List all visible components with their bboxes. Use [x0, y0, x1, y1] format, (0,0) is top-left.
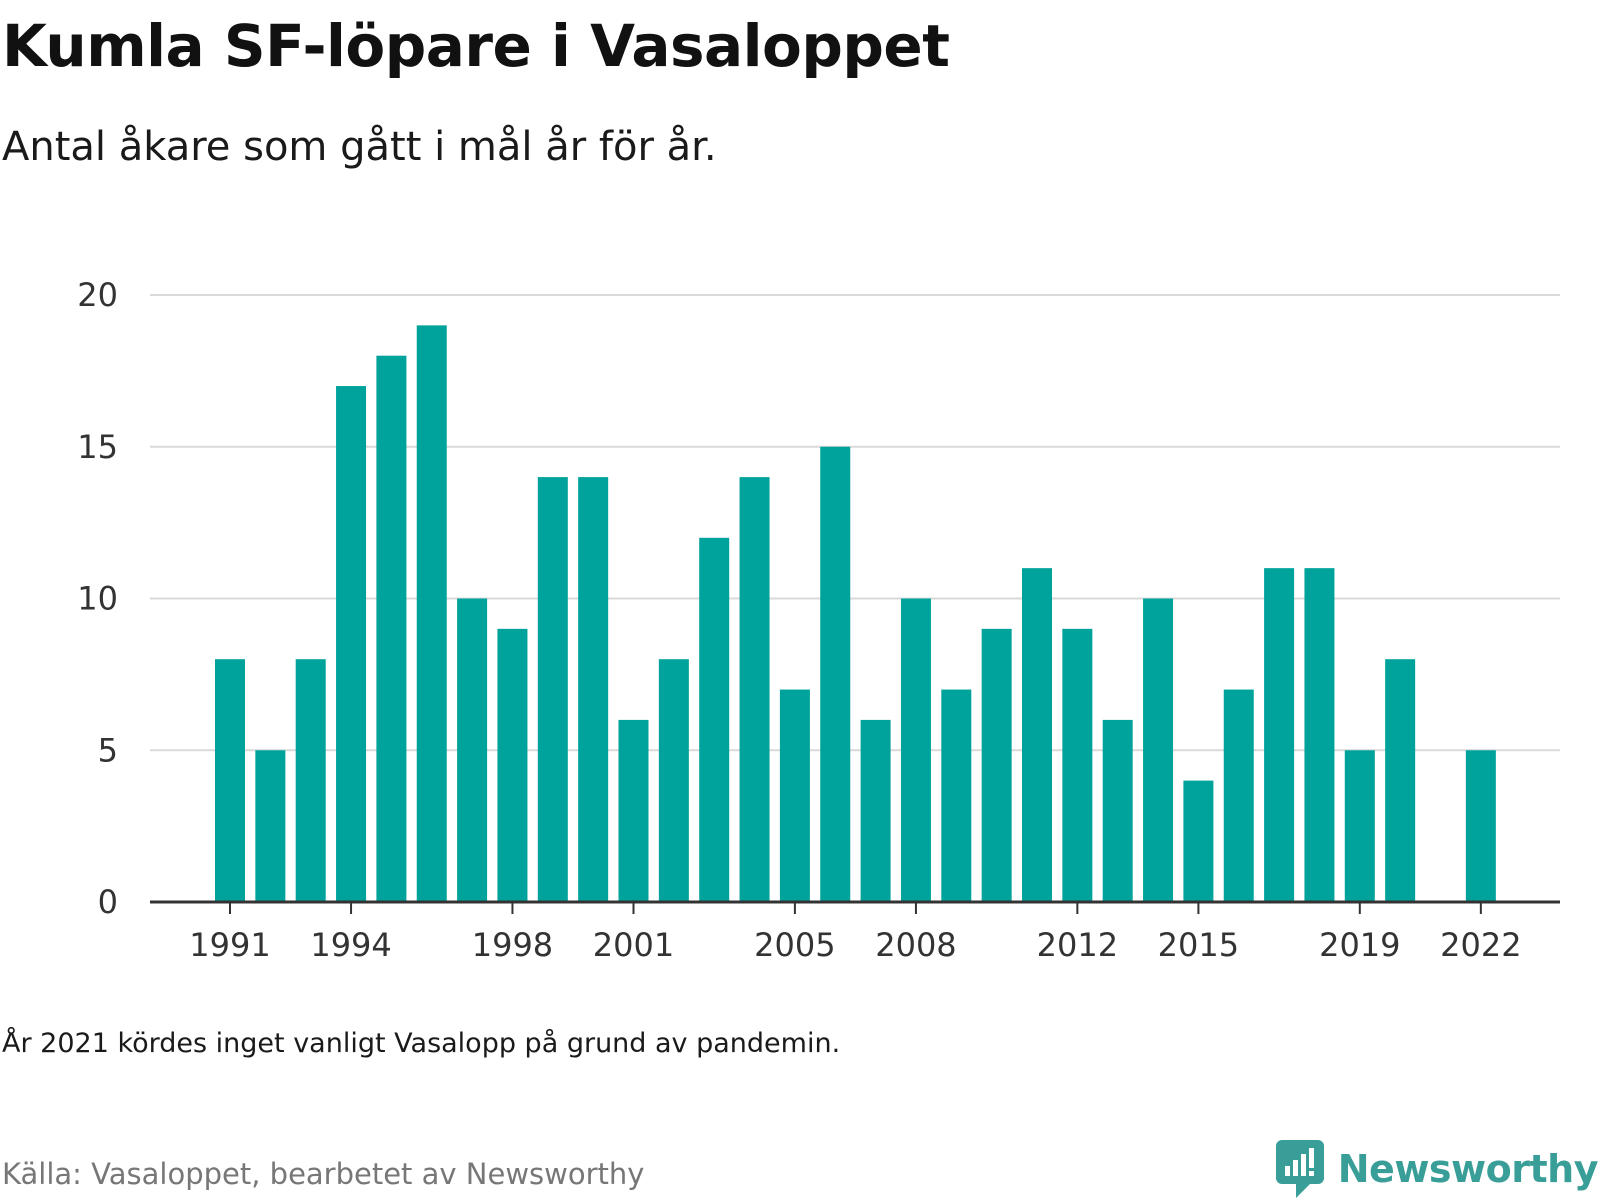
x-tick-label: 1998 — [472, 926, 553, 964]
bar-2017 — [1264, 568, 1295, 902]
newsworthy-logo-icon — [1275, 1140, 1324, 1198]
source-text: Källa: Vasaloppet, bearbetet av Newswort… — [2, 1157, 645, 1191]
bar-1998 — [497, 628, 528, 902]
bar-1997 — [457, 598, 488, 902]
chart-note: År 2021 kördes inget vanligt Vasalopp på… — [2, 1028, 841, 1059]
x-axis-labels: 1991 1994 1998 2001 2005 2008 2012 2015 2019 2022 — [189, 926, 1521, 964]
chart-subtitle: Antal åkare som gått i mål år för år. — [2, 124, 717, 170]
bar-1994 — [336, 386, 367, 902]
bar-2001 — [618, 719, 649, 902]
x-tick-label: 2015 — [1158, 926, 1239, 964]
chart-title: Kumla SF-löpare i Vasaloppet — [2, 12, 950, 80]
y-tick-label: 20 — [77, 276, 118, 314]
bar-2022 — [1465, 750, 1496, 902]
bar-2007 — [860, 719, 891, 902]
bar-2000 — [578, 477, 609, 902]
y-tick-label: 0 — [98, 883, 118, 921]
x-tick-label: 2019 — [1319, 926, 1400, 964]
bar-2008 — [900, 598, 931, 902]
y-tick-label: 15 — [77, 428, 118, 466]
bar-2003 — [699, 537, 730, 902]
bar-2009 — [941, 689, 972, 902]
bar-1999 — [537, 477, 568, 902]
bar-1992 — [255, 750, 286, 902]
bar-2004 — [739, 477, 770, 902]
y-axis-labels: 0 5 10 15 20 — [77, 276, 118, 921]
brand-name: Newsworthy — [1337, 1147, 1599, 1191]
bar-2005 — [779, 689, 810, 902]
x-tick-label: 2022 — [1440, 926, 1521, 964]
bar-1991 — [215, 659, 245, 902]
bar-2011 — [1022, 568, 1052, 902]
x-tick-label: 2005 — [754, 926, 835, 964]
x-tick-label: 2012 — [1037, 926, 1118, 964]
y-tick-label: 5 — [98, 731, 118, 769]
bar-2019 — [1344, 750, 1375, 902]
x-tick-label: 2008 — [875, 926, 956, 964]
bar-1993 — [295, 659, 326, 902]
bar-2002 — [658, 659, 689, 902]
bar-2014 — [1143, 598, 1174, 902]
bar-2020 — [1385, 659, 1416, 902]
x-tick-label: 1994 — [310, 926, 391, 964]
x-tick-label: 1991 — [189, 926, 270, 964]
bar-2016 — [1223, 689, 1254, 902]
bar-1995 — [376, 355, 407, 902]
bar-2006 — [820, 446, 851, 902]
bar-chart: 0 5 10 15 20 1991 1994 1998 2001 2005 2008 2012 201… — [77, 276, 1560, 964]
bar-2010 — [981, 628, 1012, 902]
x-axis — [150, 900, 1560, 914]
x-tick-label: 2001 — [593, 926, 674, 964]
bar-2015 — [1183, 780, 1214, 902]
bar-2012 — [1062, 628, 1093, 902]
bar-2013 — [1102, 719, 1133, 902]
bar-2018 — [1304, 568, 1335, 902]
brand-logo[interactable]: Newsworthy — [1275, 1140, 1599, 1198]
bars — [215, 325, 1496, 903]
bar-1996 — [416, 325, 447, 903]
y-tick-label: 10 — [77, 580, 118, 618]
